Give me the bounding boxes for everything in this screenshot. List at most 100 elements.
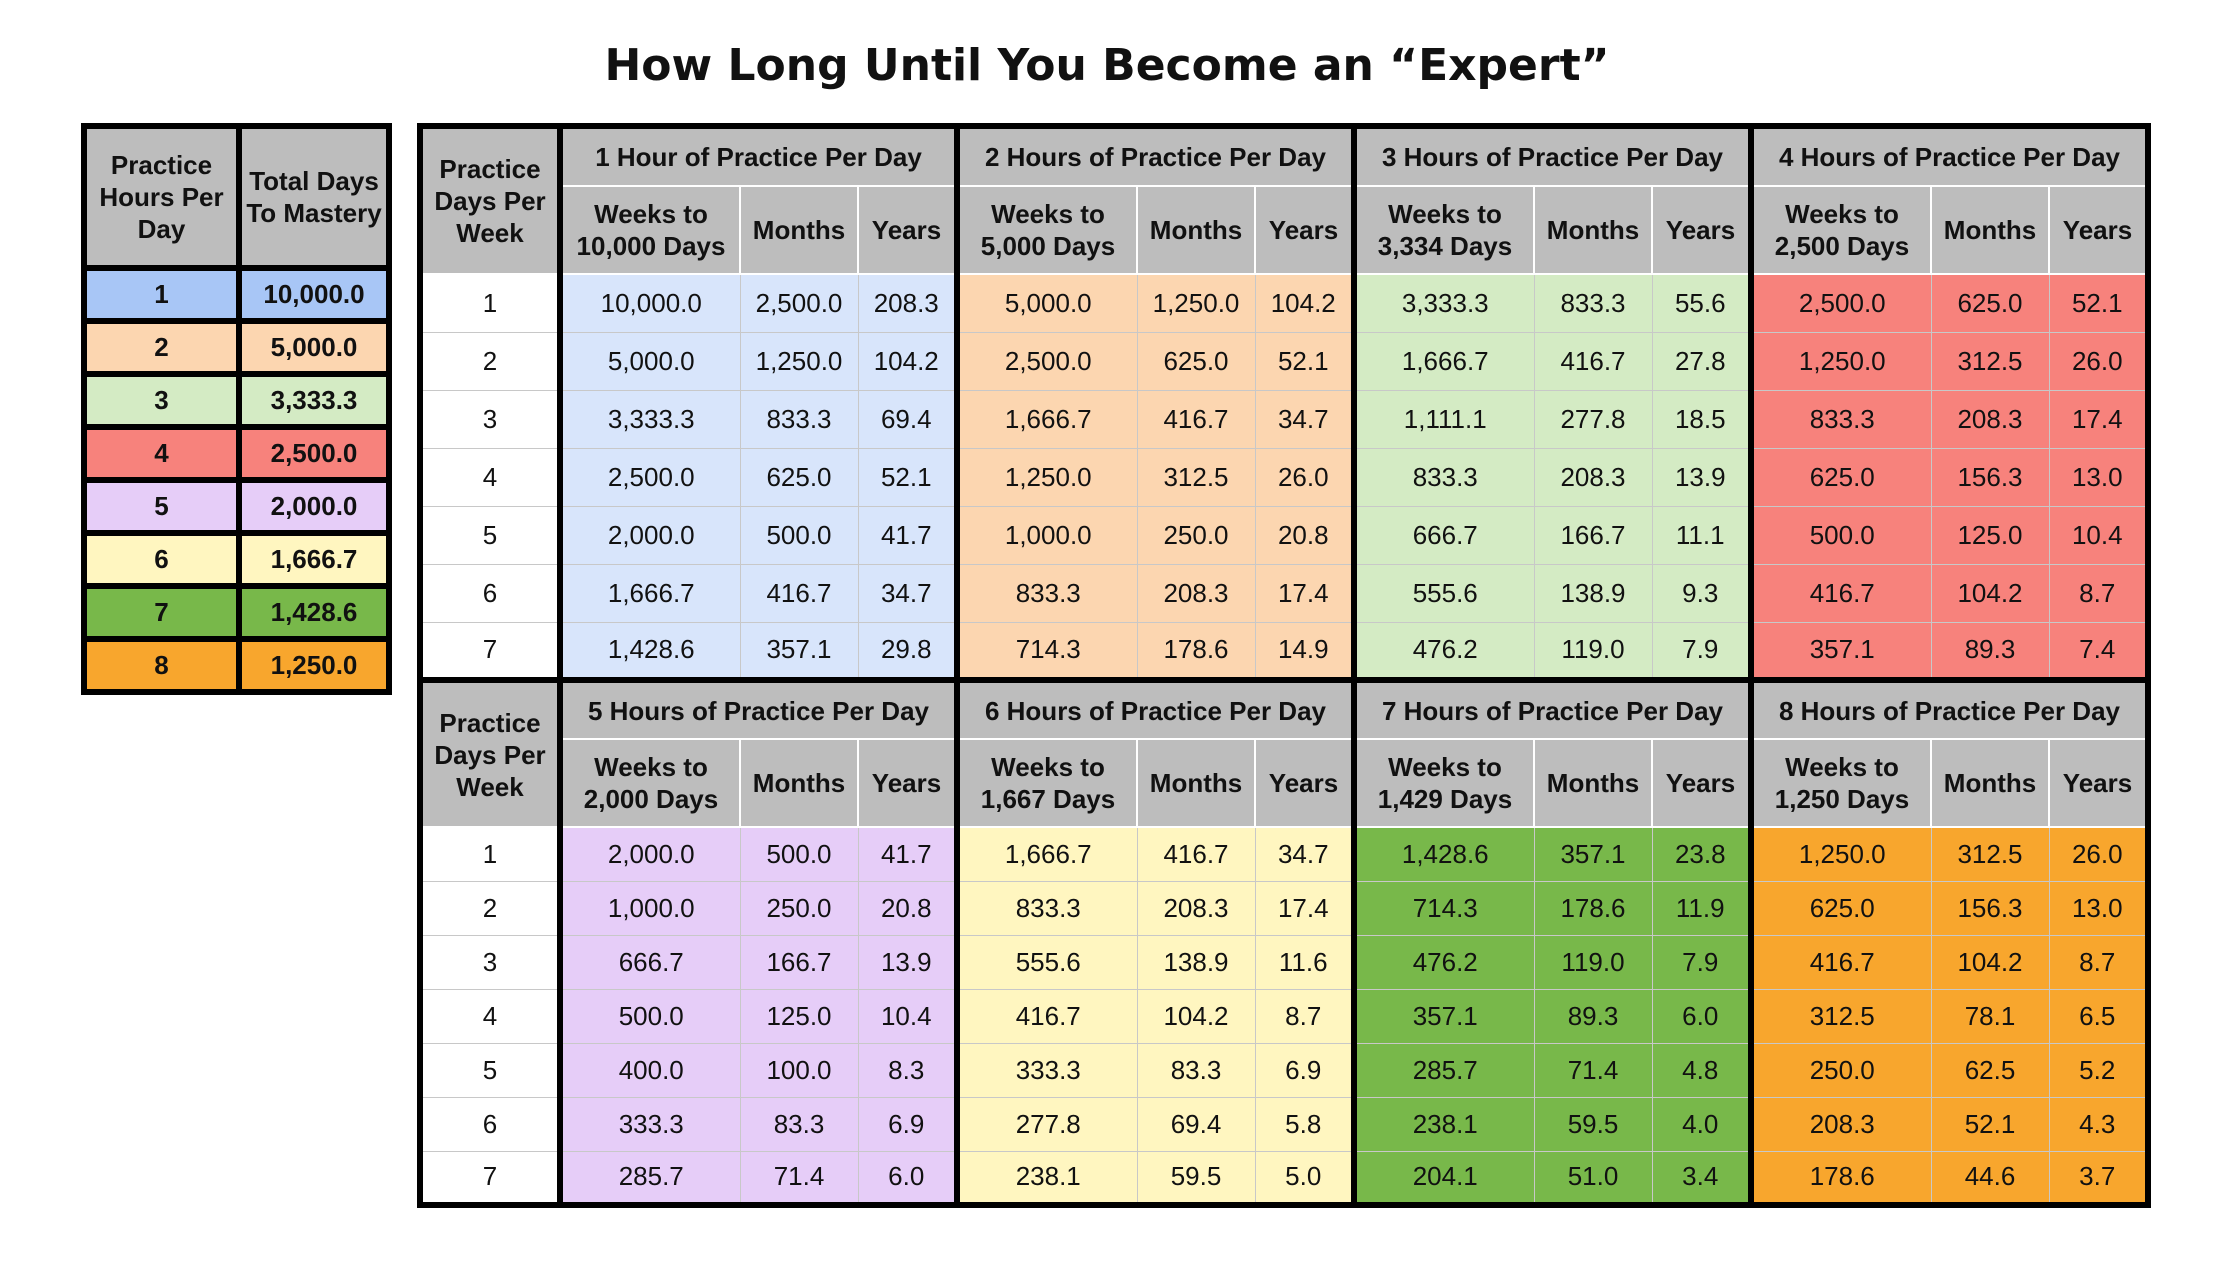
practice-table: Practice Days Per Week 1 Hour of Practice… [417, 123, 2151, 683]
value-cell: 833.3 [1533, 273, 1653, 333]
value-cell: 208.3 [1136, 563, 1256, 623]
value-cell: 357.1 [739, 621, 859, 681]
column-header: Weeks to 2,500 Days [1748, 185, 1932, 275]
value-cell: 8.7 [2048, 563, 2149, 623]
value-cell: 17.4 [2048, 389, 2149, 449]
value-cell: 1,428.6 [557, 621, 741, 681]
value-cell: 11.6 [1254, 934, 1355, 990]
value-cell: 476.2 [1351, 934, 1535, 990]
value-cell: 625.0 [739, 447, 859, 507]
value-cell: 3.7 [2048, 1150, 2149, 1206]
day-cell: 4 [419, 447, 561, 507]
value-cell: 89.3 [1533, 988, 1653, 1044]
value-cell: 1,000.0 [557, 880, 741, 936]
value-cell: 13.9 [1651, 447, 1752, 507]
column-header: Weeks to 10,000 Days [557, 185, 741, 275]
value-cell: 55.6 [1651, 273, 1752, 333]
data-row: 3 666.7 166.7 13.9 555.6 138.9 11.6 476.2 119.0 7… [419, 934, 2149, 990]
value-cell: 3.4 [1651, 1150, 1752, 1206]
value-cell: 52.1 [2048, 273, 2149, 333]
value-cell: 138.9 [1533, 563, 1653, 623]
value-cell: 2,000.0 [557, 826, 741, 882]
subheader-row: Weeks to 10,000 Days Months Years Weeks to … [420, 185, 2149, 275]
value-cell: 104.2 [1930, 563, 2050, 623]
value-cell: 14.9 [1254, 621, 1355, 681]
block-title: 5 Hours of Practice Per Day [557, 679, 958, 740]
header-row: Practice Hours Per Day Total Days To Mast… [81, 123, 392, 271]
value-cell: 277.8 [954, 1096, 1138, 1152]
value-cell: 26.0 [1254, 447, 1355, 507]
value-cell: 476.2 [1351, 621, 1535, 681]
block-title: 7 Hours of Practice Per Day [1351, 679, 1752, 740]
block-title: 6 Hours of Practice Per Day [954, 679, 1355, 740]
days-cell: 1,666.7 [236, 530, 392, 589]
value-cell: 13.0 [2048, 880, 2149, 936]
value-cell: 178.6 [1533, 880, 1653, 936]
value-cell: 34.7 [1254, 826, 1355, 882]
value-cell: 26.0 [2048, 826, 2149, 882]
data-row: 4 500.0 125.0 10.4 416.7 104.2 8.7 357.1 89.3 6.0… [419, 988, 2149, 1044]
value-cell: 1,250.0 [739, 331, 859, 391]
value-cell: 1,250.0 [1748, 331, 1932, 391]
hours-cell: 4 [81, 424, 242, 483]
hours-cell: 1 [81, 265, 242, 324]
value-cell: 5,000.0 [954, 273, 1138, 333]
value-cell: 312.5 [1136, 447, 1256, 507]
value-cell: 5,000.0 [557, 331, 741, 391]
block-title: 8 Hours of Practice Per Day [1748, 679, 2149, 740]
block-title: 4 Hours of Practice Per Day [1748, 125, 2149, 187]
value-cell: 333.3 [954, 1042, 1138, 1098]
value-cell: 34.7 [1254, 389, 1355, 449]
value-cell: 208.3 [1930, 389, 2050, 449]
day-cell: 1 [419, 826, 561, 882]
value-cell: 714.3 [1351, 880, 1535, 936]
value-cell: 357.1 [1351, 988, 1535, 1044]
value-cell: 238.1 [1351, 1096, 1535, 1152]
value-cell: 6.0 [857, 1150, 958, 1206]
days-cell: 1,428.6 [236, 583, 392, 642]
value-cell: 416.7 [954, 988, 1138, 1044]
value-cell: 119.0 [1533, 621, 1653, 681]
value-cell: 1,428.6 [1351, 826, 1535, 882]
value-cell: 666.7 [1351, 505, 1535, 565]
value-cell: 100.0 [739, 1042, 859, 1098]
summary-table: Practice Hours Per Day Total Days To Mast… [81, 123, 392, 695]
days-cell: 3,333.3 [236, 371, 392, 430]
column-header: Months [1533, 185, 1653, 275]
data-row: 1 10,000.0 2,500.0 208.3 5,000.0 1,250.0 104.2… [419, 273, 2149, 333]
column-header: Years [1651, 738, 1752, 828]
value-cell: 11.9 [1651, 880, 1752, 936]
value-cell: 104.2 [857, 331, 958, 391]
value-cell: 52.1 [1254, 331, 1355, 391]
summary-row: 1 10,000.0 [81, 265, 392, 324]
days-cell: 5,000.0 [236, 318, 392, 377]
value-cell: 357.1 [1748, 621, 1932, 681]
hours-cell: 5 [81, 477, 242, 536]
value-cell: 41.7 [857, 826, 958, 882]
value-cell: 119.0 [1533, 934, 1653, 990]
value-cell: 500.0 [1748, 505, 1932, 565]
value-cell: 1,666.7 [1351, 331, 1535, 391]
value-cell: 51.0 [1533, 1150, 1653, 1206]
value-cell: 625.0 [1930, 273, 2050, 333]
data-row: 1 2,000.0 500.0 41.7 1,666.7 416.7 34.7 1,428.6… [419, 826, 2149, 882]
value-cell: 125.0 [1930, 505, 2050, 565]
value-cell: 17.4 [1254, 880, 1355, 936]
value-cell: 555.6 [954, 934, 1138, 990]
column-header: Years [857, 738, 958, 828]
value-cell: 5.8 [1254, 1096, 1355, 1152]
column-header: Weeks to 1,667 Days [954, 738, 1138, 828]
hours-cell: 7 [81, 583, 242, 642]
value-cell: 5.0 [1254, 1150, 1355, 1206]
value-cell: 833.3 [739, 389, 859, 449]
value-cell: 416.7 [1748, 934, 1932, 990]
value-cell: 71.4 [739, 1150, 859, 1206]
column-header: Weeks to 1,250 Days [1748, 738, 1932, 828]
value-cell: 10,000.0 [557, 273, 741, 333]
value-cell: 833.3 [954, 880, 1138, 936]
value-cell: 166.7 [1533, 505, 1653, 565]
value-cell: 13.9 [857, 934, 958, 990]
row-header: Practice Days Per Week [419, 125, 561, 275]
day-cell: 2 [419, 331, 561, 391]
value-cell: 5.2 [2048, 1042, 2149, 1098]
